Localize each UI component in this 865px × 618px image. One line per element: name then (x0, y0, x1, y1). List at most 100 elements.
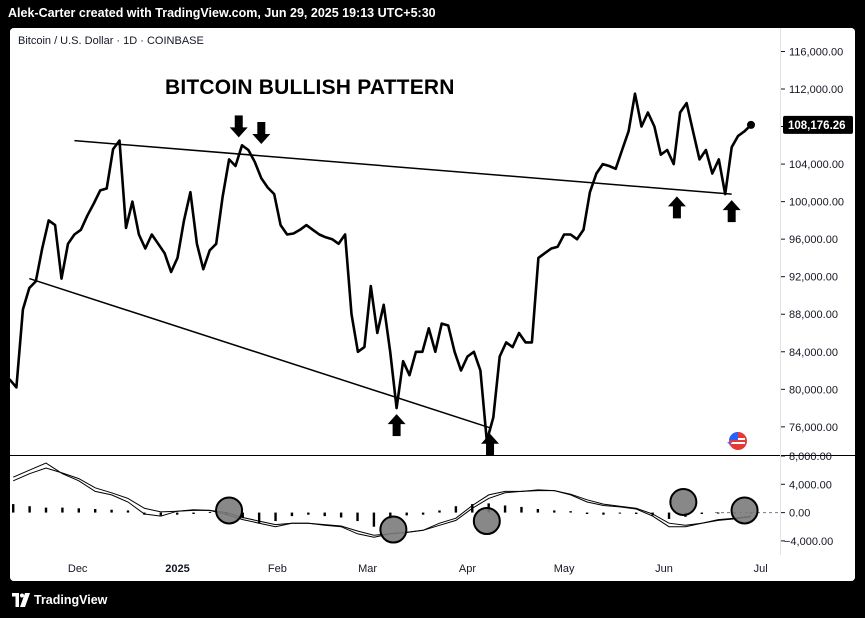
histogram-bar (61, 507, 64, 513)
arrow-up-shaft (392, 423, 401, 437)
price-tick-label: 92,000.00 (789, 272, 838, 284)
price-tick-label: 104,000.00 (789, 159, 844, 171)
symbol-label[interactable]: Bitcoin / U.S. Dollar · 1D · COINBASE (18, 35, 204, 47)
arrow-up-shaft (672, 205, 681, 219)
price-axis: 76,000.00 80,000.00 84,000.00 88,000.00 92,0… (781, 46, 853, 434)
price-tick-label: 96,000.00 (789, 234, 838, 246)
histogram-bar (110, 509, 113, 513)
bottom-bar: TradingView (0, 582, 865, 618)
top-credit-bar: Alek-Carter created with TradingView.com… (0, 0, 865, 28)
histogram-bar (241, 512, 244, 519)
histogram-bar (520, 506, 523, 513)
histogram-bar (569, 511, 572, 513)
resistance-trendline (74, 139, 732, 195)
last-price-badge (783, 115, 853, 134)
arrow-down-shaft (234, 115, 243, 129)
histogram-bar (274, 512, 277, 522)
date-tick-label: May (554, 563, 575, 575)
price-tick-label: 88,000.00 (789, 309, 838, 321)
oscillator-tick-label: 4,000.00 (789, 479, 832, 491)
histogram-bar (192, 512, 195, 514)
arrow-up-shaft (486, 442, 495, 456)
highlight-circle-marker (669, 487, 698, 516)
price-tick-label: 84,000.00 (789, 347, 838, 359)
histogram-bar (159, 512, 162, 516)
svg-text:✦: ✦ (726, 439, 734, 449)
price-plot: ✦ (10, 28, 855, 581)
histogram-bar (602, 512, 605, 515)
date-tick-label: Jul (754, 563, 768, 575)
date-tick-label: 2025 (165, 563, 189, 575)
price-chart-svg[interactable]: ✦ 76,000.00 80,000.00 84,000.00 88,000.00 92… (10, 28, 855, 581)
oscillator-tick-label: 8,000.00 (789, 451, 832, 463)
histogram-bar (44, 507, 48, 513)
histogram-bar (503, 505, 507, 513)
histogram-bar (372, 512, 376, 527)
arrow-up-icon (667, 196, 686, 207)
histogram-bar (290, 512, 294, 517)
us-flag-badge-icon: ✦ (726, 431, 747, 450)
histogram-bar (454, 506, 458, 513)
histogram-bar (553, 510, 556, 513)
histogram-bar (421, 512, 425, 515)
histogram-bar (356, 512, 359, 522)
pattern-title: BITCOIN BULLISH PATTERN (165, 76, 455, 99)
chart-panel[interactable]: ✦ 76,000.00 80,000.00 84,000.00 88,000.00 92… (10, 28, 855, 581)
histogram-bar (126, 510, 130, 513)
arrow-up-icon (722, 200, 741, 211)
histogram-bar (438, 510, 441, 513)
histogram-bar (93, 509, 97, 513)
date-tick-label: Jun (655, 563, 673, 575)
histogram-bar (77, 508, 81, 513)
arrow-down-icon (229, 127, 248, 138)
histogram-bar (635, 512, 638, 514)
last-price-label: 108,176.26 (788, 120, 846, 132)
arrow-up-shaft (727, 209, 736, 223)
histogram-bar (389, 512, 392, 519)
tradingview-logo-icon[interactable] (12, 593, 30, 607)
last-price-dot (747, 120, 756, 129)
price-tick-label: 116,000.00 (789, 46, 843, 58)
highlight-circle-marker (730, 496, 759, 525)
oscillator-tick-label: 0.00 (789, 508, 810, 520)
oscillator-plot (12, 462, 780, 544)
histogram-bar (175, 512, 179, 515)
arrow-down-icon (252, 134, 271, 144)
histogram-bar (717, 512, 720, 514)
histogram-bar (339, 512, 343, 518)
histogram-bar (405, 512, 408, 516)
oscillator-tick-label: −4,000.00 (784, 536, 833, 548)
histogram-bar (257, 512, 261, 524)
highlight-circle-marker (379, 515, 408, 544)
oscillator-axis: −4,000.00 0.00 4,000.00 8,000.00 (781, 451, 833, 548)
histogram-bar (536, 509, 540, 513)
highlight-circle-marker (215, 496, 244, 525)
tradingview-brand-text[interactable]: TradingView (34, 593, 108, 607)
histogram-bar (667, 512, 671, 519)
price-tick-label: 80,000.00 (789, 384, 838, 396)
date-tick-label: Feb (268, 563, 287, 575)
price-tick-label: 100,000.00 (789, 197, 844, 209)
histogram-bar (700, 512, 704, 514)
highlight-circle-marker (472, 507, 501, 536)
price-line-series (10, 92, 753, 443)
date-tick-label: Apr (459, 563, 476, 575)
chart-background (10, 28, 855, 581)
histogram-bar (585, 512, 589, 514)
histogram-bar (208, 511, 212, 513)
date-tick-label: Dec (68, 563, 88, 575)
histogram-bar (323, 512, 326, 517)
price-tick-label: 112,000.00 (789, 84, 843, 96)
histogram-bar (28, 506, 31, 513)
arrow-down-shaft (257, 122, 266, 135)
date-tick-label: Mar (358, 563, 377, 575)
histogram-bar (307, 512, 310, 515)
credit-text: Alek-Carter created with TradingView.com… (8, 6, 436, 20)
date-axis: Dec 2025 Feb Mar Apr May Jun Jul (68, 563, 768, 575)
arrow-up-icon (481, 433, 500, 444)
histogram-bar (618, 512, 622, 514)
support-trendline (29, 277, 491, 429)
arrow-up-icon (387, 414, 406, 425)
price-tick-label: 76,000.00 (789, 422, 838, 434)
histogram-bar (12, 504, 15, 513)
